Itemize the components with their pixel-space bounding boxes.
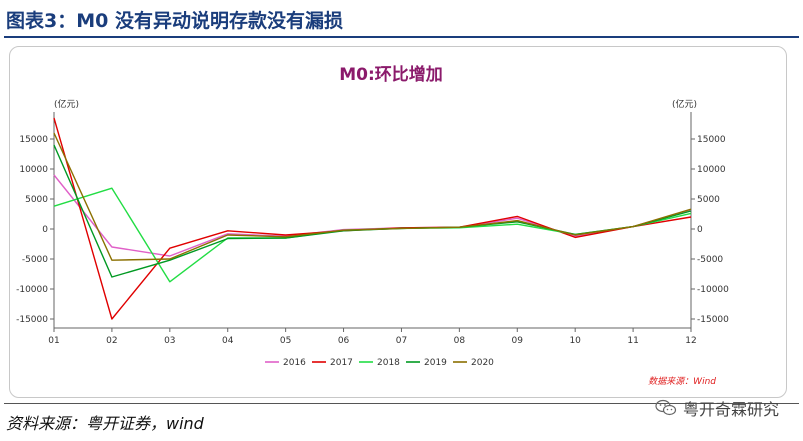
chart-title: M0:环比增加 xyxy=(339,64,443,85)
m0-chart: M0:环比增加 (亿元) (亿元) -15000 -15000 -10000 -100… xyxy=(16,64,729,387)
x-tick-label: 05 xyxy=(280,336,291,346)
y-tick-label-left: 10000 xyxy=(19,165,48,175)
legend-label-2016: 2016 xyxy=(283,358,306,368)
legend: 2016 2017 2018 2019 2020 xyxy=(265,358,494,368)
series-line-2016 xyxy=(53,174,692,257)
x-tick-label: 11 xyxy=(627,336,638,346)
y-tick-label-right: -5000 xyxy=(697,255,723,265)
y-tick-label-right: 10000 xyxy=(697,165,726,175)
legend-label-2017: 2017 xyxy=(330,358,353,368)
y-tick-label-right: 5000 xyxy=(697,195,720,205)
y-unit-right: (亿元) xyxy=(672,98,697,110)
y-tick-label-left: 15000 xyxy=(19,135,48,145)
y-tick-label-right: 0 xyxy=(697,225,703,235)
axes: -15000 -15000 -10000 -10000 -5000 -5000 0 0 5000… xyxy=(16,112,729,346)
y-unit-left: (亿元) xyxy=(54,98,79,110)
legend-label-2019: 2019 xyxy=(424,358,447,368)
y-tick-label-right: 15000 xyxy=(697,135,726,145)
brand-name: 粤开奇霖研究 xyxy=(682,400,779,419)
y-tick-label-right: -10000 xyxy=(697,285,729,295)
series-lines xyxy=(53,117,692,320)
page-title: 图表3：M0 没有异动说明存款没有漏损 xyxy=(6,10,343,32)
wechat-icon xyxy=(655,399,677,416)
x-tick-label: 08 xyxy=(454,336,466,346)
footer-divider xyxy=(4,403,799,404)
y-tick-label-left: 5000 xyxy=(25,195,48,205)
y-tick-label-left: -15000 xyxy=(16,315,48,325)
source-text: 资料来源：粤开证券，wind xyxy=(6,414,204,433)
x-tick-label: 09 xyxy=(512,336,524,346)
series-line-2017 xyxy=(53,117,692,320)
chart-panel: M0:环比增加 (亿元) (亿元) -15000 -15000 -10000 -100… xyxy=(9,46,787,398)
series-line-2018 xyxy=(53,187,692,283)
brand: 粤开奇霖研究 xyxy=(655,396,779,420)
x-tick-label: 01 xyxy=(48,336,59,346)
y-tick-label-right: -15000 xyxy=(697,315,729,325)
source-note: 数据来源：Wind xyxy=(648,376,716,387)
x-tick-label: 10 xyxy=(569,336,581,346)
x-tick-label: 04 xyxy=(222,336,234,346)
y-tick-label-left: -10000 xyxy=(16,285,48,295)
title-divider xyxy=(4,36,799,38)
series-line-2020 xyxy=(53,132,692,261)
x-tick-label: 07 xyxy=(396,336,407,346)
y-tick-label-left: -5000 xyxy=(22,255,48,265)
legend-label-2020: 2020 xyxy=(471,358,494,368)
x-tick-label: 03 xyxy=(164,336,175,346)
x-tick-label: 06 xyxy=(338,336,350,346)
x-tick-label: 12 xyxy=(685,336,696,346)
y-tick-label-left: 0 xyxy=(42,225,48,235)
legend-label-2018: 2018 xyxy=(377,358,400,368)
x-tick-label: 02 xyxy=(106,336,117,346)
series-line-2019 xyxy=(53,144,692,278)
